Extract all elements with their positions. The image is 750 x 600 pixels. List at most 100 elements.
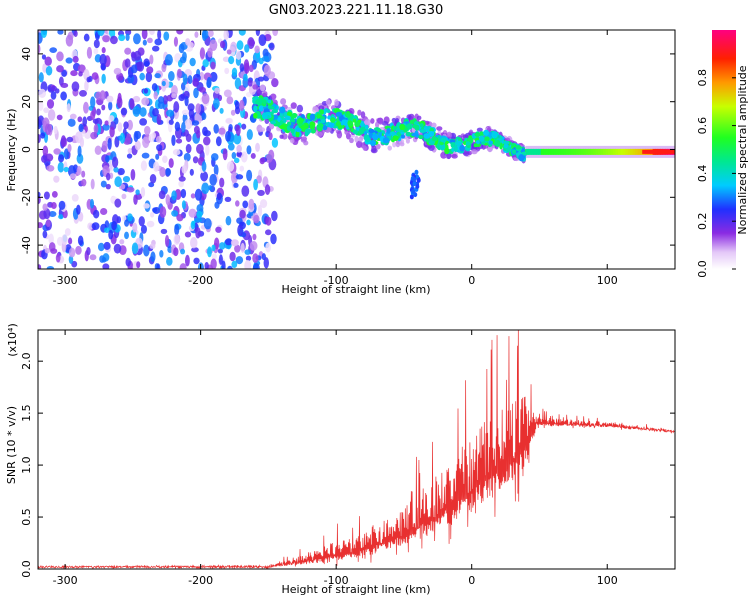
spectrogram-y-label: Frequency (Hz) xyxy=(5,109,18,192)
noise-cell xyxy=(50,248,58,254)
noise-cell xyxy=(134,140,141,151)
noise-cell xyxy=(155,135,162,143)
trace-cell xyxy=(382,137,390,144)
trace-cell xyxy=(319,109,324,115)
noise-cell xyxy=(222,148,228,161)
snr-y-scale-label: (x10⁴) xyxy=(6,323,19,357)
noise-cell xyxy=(209,71,218,83)
noise-cell xyxy=(143,203,150,209)
trace-cell xyxy=(386,127,391,134)
trace-cell xyxy=(285,115,291,121)
trace-halo-cell xyxy=(349,137,354,144)
noise-cell xyxy=(149,211,155,218)
noise-cell xyxy=(132,222,138,233)
trace-cell xyxy=(439,143,446,151)
noise-cell xyxy=(201,182,210,195)
noise-cell xyxy=(53,125,58,135)
x-tick-label: 0 xyxy=(468,274,475,287)
noise-cell xyxy=(173,234,181,246)
noise-cell xyxy=(69,113,77,120)
noise-cell xyxy=(185,143,192,154)
noise-cell xyxy=(46,165,55,172)
trace-cell xyxy=(255,98,262,106)
trace-cell xyxy=(405,131,411,136)
noise-cell xyxy=(157,101,165,109)
noise-cell xyxy=(168,70,175,82)
noise-cell xyxy=(90,131,98,140)
noise-cell xyxy=(205,144,210,156)
trace-cell xyxy=(328,122,335,129)
noise-cell xyxy=(132,95,141,103)
steady-line-cell xyxy=(555,148,559,155)
noise-cell xyxy=(48,233,54,245)
noise-cell xyxy=(65,57,73,64)
noise-cell xyxy=(193,87,199,99)
trace-cell xyxy=(253,105,258,113)
trace-cell xyxy=(450,141,456,148)
noise-cell xyxy=(76,153,84,164)
trace-cell xyxy=(511,149,517,155)
noise-cell xyxy=(259,157,265,165)
noise-cell xyxy=(217,94,223,102)
steady-line-cell xyxy=(607,148,611,155)
noise-cell xyxy=(211,244,216,252)
noise-cell xyxy=(109,126,115,138)
noise-cell xyxy=(124,231,129,240)
noise-cell xyxy=(228,55,235,65)
noise-cell xyxy=(43,191,50,200)
noise-cell xyxy=(223,30,229,41)
noise-cell xyxy=(163,31,170,41)
steady-line-cell xyxy=(630,148,634,155)
noise-cell xyxy=(173,247,179,257)
noise-cell xyxy=(226,161,235,172)
noise-cell xyxy=(253,214,260,224)
noise-cell xyxy=(248,64,254,73)
steady-line-cell xyxy=(602,148,606,155)
noise-cell xyxy=(63,166,69,173)
trace-cell xyxy=(510,142,515,147)
noise-cell xyxy=(55,253,61,263)
noise-cell xyxy=(159,166,166,178)
y-tick-label: -40 xyxy=(20,236,33,254)
trace-cell xyxy=(345,112,352,118)
noise-cell xyxy=(196,210,203,219)
noise-cell xyxy=(224,196,232,203)
noise-cell xyxy=(70,70,78,77)
trace-cell xyxy=(431,136,438,142)
noise-cell xyxy=(103,241,111,250)
noise-cell xyxy=(257,189,265,197)
noise-cell xyxy=(165,194,171,206)
noise-cell xyxy=(234,244,241,253)
noise-cell xyxy=(149,30,155,36)
noise-cell xyxy=(77,64,86,74)
steady-line-cell xyxy=(543,148,547,155)
noise-cell xyxy=(127,213,133,222)
colorbar: 0.0 0.2 0.4 0.6 0.8 Normalized spectral ampl… xyxy=(696,30,749,278)
trace-cell xyxy=(484,136,490,142)
noise-cell xyxy=(153,161,160,172)
noise-cell xyxy=(223,89,232,98)
noise-cell xyxy=(61,69,68,77)
trace-cell xyxy=(518,154,525,162)
noise-cell xyxy=(76,204,81,215)
noise-cell xyxy=(38,88,47,99)
noise-cell xyxy=(210,153,219,161)
spectrogram-x-label: Height of straight line (km) xyxy=(281,283,430,296)
noise-cell xyxy=(84,80,89,92)
noise-cell xyxy=(103,227,110,234)
trace-cell xyxy=(354,121,361,128)
noise-cell xyxy=(213,164,219,176)
noise-cell xyxy=(57,30,64,35)
noise-cell xyxy=(77,235,84,246)
noise-cell xyxy=(237,224,244,237)
noise-cell xyxy=(60,82,69,88)
noise-cell xyxy=(97,30,105,37)
trace-cell xyxy=(418,134,424,140)
steady-line-cell xyxy=(640,148,644,155)
noise-cell xyxy=(178,43,185,54)
noise-cell xyxy=(166,109,174,117)
noise-cell xyxy=(188,42,194,48)
noise-cell xyxy=(139,118,148,126)
noise-cell xyxy=(96,108,101,116)
noise-cell xyxy=(209,173,217,186)
